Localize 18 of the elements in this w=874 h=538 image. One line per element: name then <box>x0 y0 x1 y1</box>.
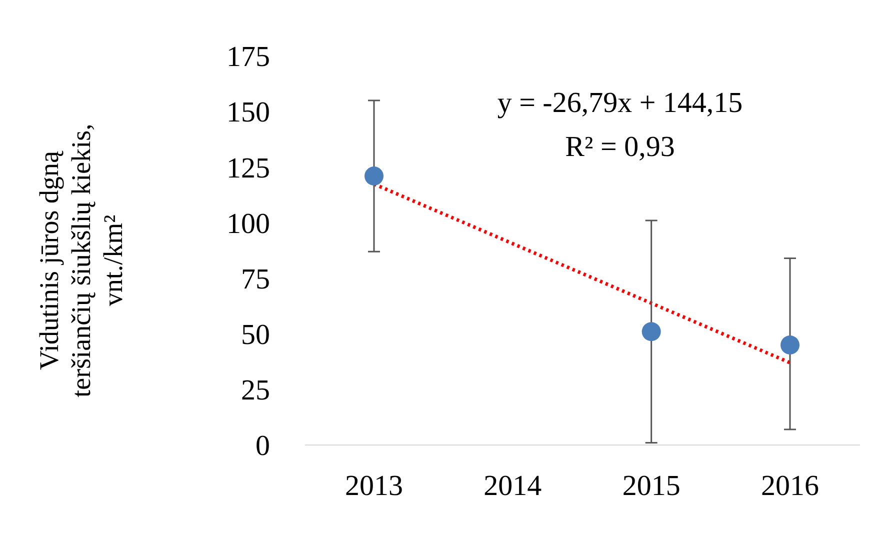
y-tick-label: 150 <box>226 96 270 129</box>
y-tick-label: 50 <box>241 319 270 352</box>
annotation: R² = 0,93 <box>565 131 675 163</box>
y-tick-label: 100 <box>226 208 270 240</box>
x-tick-label: 2013 <box>345 470 403 502</box>
point <box>780 335 800 354</box>
point <box>364 166 384 186</box>
y-tick-label: 25 <box>241 374 270 407</box>
x-tick-label: 2016 <box>761 470 819 502</box>
point <box>642 322 661 342</box>
y-tick-label: 175 <box>226 41 270 74</box>
annotation: y = -26,79x + 144,15 <box>497 87 743 119</box>
y-tick-label: 125 <box>226 152 270 184</box>
y-tick-label: 75 <box>241 263 270 296</box>
y-axis-title: Vidutinis jūros dgną teršiančių šiukšlių kiekis, vnt./km² <box>34 124 128 398</box>
x-tick-label: 2015 <box>622 470 680 502</box>
x-tick-label: 2014 <box>484 470 542 502</box>
y-tick-label: 0 <box>256 430 270 462</box>
